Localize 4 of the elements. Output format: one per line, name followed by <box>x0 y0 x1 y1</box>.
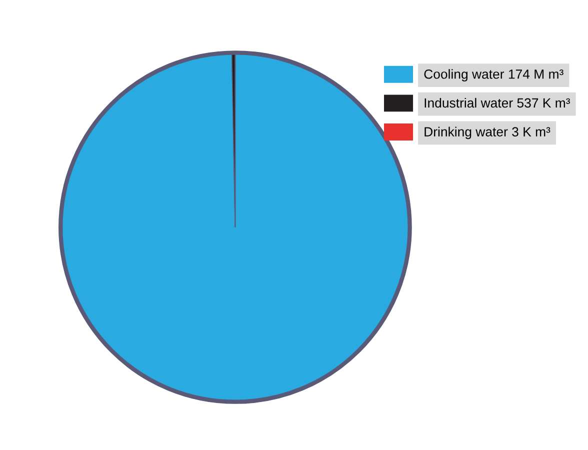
legend-label: Drinking water 3 K m³ <box>424 126 550 140</box>
pie-slice <box>58 50 412 404</box>
legend-label: Cooling water 174 M m³ <box>424 69 564 82</box>
legend-label: Industrial water 537 K m³ <box>424 98 570 108</box>
